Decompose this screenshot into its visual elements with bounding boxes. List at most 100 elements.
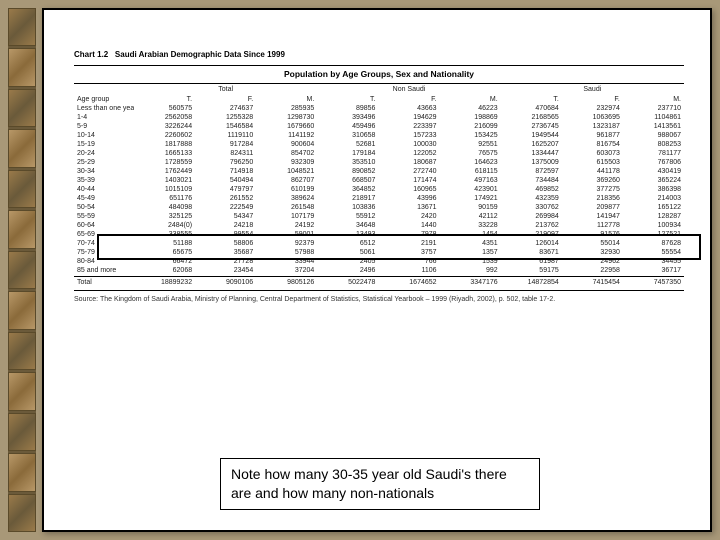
cell: 2420 bbox=[378, 212, 439, 221]
cell: 24218 bbox=[195, 221, 256, 230]
cell: 854702 bbox=[256, 149, 317, 158]
cell: 3226244 bbox=[134, 122, 195, 131]
table-row: 70-7451188588069237965122191435112601455… bbox=[74, 239, 684, 248]
cell: 5061 bbox=[317, 248, 378, 257]
cell: 900604 bbox=[256, 140, 317, 149]
cell: Less than one year bbox=[74, 104, 134, 113]
total-cell: 7457350 bbox=[623, 278, 684, 287]
cell: 174921 bbox=[440, 194, 501, 203]
cell: 479797 bbox=[195, 185, 256, 194]
tile bbox=[8, 89, 36, 127]
cell: 353510 bbox=[317, 158, 378, 167]
cell: 1106 bbox=[378, 266, 439, 275]
cell: 141947 bbox=[562, 212, 623, 221]
tile bbox=[8, 129, 36, 167]
rule bbox=[74, 290, 684, 291]
cell: 24192 bbox=[256, 221, 317, 230]
col-header: M. bbox=[256, 95, 317, 104]
cell: 37204 bbox=[256, 266, 317, 275]
cell: 1413561 bbox=[623, 122, 684, 131]
cell: 1403021 bbox=[134, 176, 195, 185]
tile bbox=[8, 170, 36, 208]
table-row: 5-93226244154658416796604594962233972160… bbox=[74, 122, 684, 131]
cell: 40-44 bbox=[74, 185, 134, 194]
cell: 932309 bbox=[256, 158, 317, 167]
cell: 223397 bbox=[378, 122, 439, 131]
cell: 57988 bbox=[256, 248, 317, 257]
cell: 13671 bbox=[378, 203, 439, 212]
cell: 128287 bbox=[623, 212, 684, 221]
cell: 153425 bbox=[440, 131, 501, 140]
cell: 25-29 bbox=[74, 158, 134, 167]
cell: 618115 bbox=[440, 167, 501, 176]
cell: 59001 bbox=[256, 230, 317, 239]
rule bbox=[74, 65, 684, 66]
cell: 43663 bbox=[378, 104, 439, 113]
cell: 23454 bbox=[195, 266, 256, 275]
cell: 285935 bbox=[256, 104, 317, 113]
cell: 164623 bbox=[440, 158, 501, 167]
cell: 100934 bbox=[623, 221, 684, 230]
cell: 668507 bbox=[317, 176, 378, 185]
demographics-table: Total Non Saudi Saudi Age groupT.F.M.T.F… bbox=[74, 85, 684, 275]
cell: 2496 bbox=[317, 266, 378, 275]
cell: 4351 bbox=[440, 239, 501, 248]
cell: 560575 bbox=[134, 104, 195, 113]
cell: 1949544 bbox=[501, 131, 562, 140]
cell: 33944 bbox=[256, 257, 317, 266]
cell: 1454 bbox=[440, 230, 501, 239]
chart-caption: Chart 1.2 Saudi Arabian Demographic Data… bbox=[74, 50, 684, 59]
rule bbox=[74, 83, 684, 84]
cell: 35687 bbox=[195, 248, 256, 257]
cell: 65-69 bbox=[74, 230, 134, 239]
cell: 961877 bbox=[562, 131, 623, 140]
cell: 497163 bbox=[440, 176, 501, 185]
cell: 80-84 bbox=[74, 257, 134, 266]
cell: 330762 bbox=[501, 203, 562, 212]
tile bbox=[8, 210, 36, 248]
cell: 369260 bbox=[562, 176, 623, 185]
cell: 1762449 bbox=[134, 167, 195, 176]
cell: 126014 bbox=[501, 239, 562, 248]
cell: 272740 bbox=[378, 167, 439, 176]
cell: 377275 bbox=[562, 185, 623, 194]
chart-title-text: Saudi Arabian Demographic Data Since 199… bbox=[115, 50, 285, 59]
decorative-sidebar bbox=[8, 8, 36, 532]
cell: 540494 bbox=[195, 176, 256, 185]
cell: 194629 bbox=[378, 113, 439, 122]
col-header: T. bbox=[317, 95, 378, 104]
cell: 112778 bbox=[562, 221, 623, 230]
cell: 766 bbox=[378, 257, 439, 266]
cell: 1728559 bbox=[134, 158, 195, 167]
cell: 222549 bbox=[195, 203, 256, 212]
cell: 6512 bbox=[317, 239, 378, 248]
total-cell: Total bbox=[74, 278, 134, 287]
cell: 470684 bbox=[501, 104, 562, 113]
tile bbox=[8, 494, 36, 532]
cell: 216099 bbox=[440, 122, 501, 131]
cell: 988067 bbox=[623, 131, 684, 140]
cell: 734484 bbox=[501, 176, 562, 185]
cell: 2260602 bbox=[134, 131, 195, 140]
cell: 20-24 bbox=[74, 149, 134, 158]
total-cell: 18899232 bbox=[134, 278, 195, 287]
cell: 45-49 bbox=[74, 194, 134, 203]
cell: 1015109 bbox=[134, 185, 195, 194]
cell: 85 and more bbox=[74, 266, 134, 275]
group-nonsaudi: Non Saudi bbox=[317, 85, 500, 95]
group-header-row: Total Non Saudi Saudi bbox=[74, 85, 684, 95]
tile bbox=[8, 48, 36, 86]
cell: 27728 bbox=[195, 257, 256, 266]
cell: 165122 bbox=[623, 203, 684, 212]
cell: 22958 bbox=[562, 266, 623, 275]
cell: 60-64 bbox=[74, 221, 134, 230]
cell: 65675 bbox=[134, 248, 195, 257]
cell: 3757 bbox=[378, 248, 439, 257]
cell: 61987 bbox=[501, 257, 562, 266]
cell: 816754 bbox=[562, 140, 623, 149]
tile bbox=[8, 413, 36, 451]
total-cell: 3347176 bbox=[440, 278, 501, 287]
cell: 615503 bbox=[562, 158, 623, 167]
cell: 389624 bbox=[256, 194, 317, 203]
cell: 55554 bbox=[623, 248, 684, 257]
